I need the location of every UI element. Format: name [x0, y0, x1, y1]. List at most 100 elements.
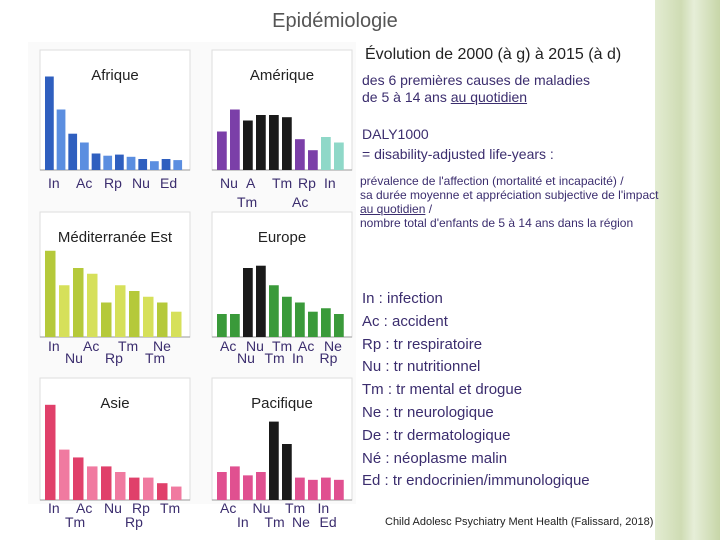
- category-label: Ed: [160, 175, 177, 191]
- bar: [243, 268, 253, 337]
- category-label: Rp: [125, 514, 143, 530]
- text: au quotidien: [450, 89, 528, 105]
- legend-item: Ed : tr endocrinien/immunologique: [362, 472, 590, 490]
- bar: [143, 477, 154, 500]
- legend-item: In : infection: [362, 290, 443, 307]
- bar: [269, 421, 279, 500]
- bar: [230, 109, 240, 170]
- bar: [308, 150, 318, 170]
- category-label: Tm: [118, 338, 138, 354]
- bar: [321, 137, 331, 170]
- bar: [334, 314, 344, 337]
- category-label: Tm: [265, 350, 285, 366]
- category-label: Tm: [160, 500, 180, 516]
- bar: [91, 153, 101, 170]
- bar: [73, 457, 84, 500]
- text: des 6 premières causes de maladies: [362, 72, 591, 88]
- category-label: In: [237, 514, 249, 530]
- category-label: In: [292, 350, 304, 366]
- bar: [56, 109, 66, 170]
- category-label: Nu: [104, 500, 122, 516]
- bar: [157, 302, 168, 337]
- category-label: Rp: [105, 350, 123, 366]
- category-label: In: [48, 338, 60, 354]
- bar: [282, 296, 292, 337]
- category-label: Tm: [265, 514, 285, 530]
- text: DALY1000: [362, 126, 429, 142]
- category-label: Nu: [220, 175, 238, 191]
- legend-item: Ac : accident: [362, 312, 448, 330]
- category-label: A: [246, 175, 256, 191]
- bar: [45, 404, 56, 500]
- bar: [87, 273, 98, 337]
- bar: [173, 160, 183, 170]
- bar: [80, 142, 89, 170]
- category-label: Nu: [65, 350, 83, 366]
- category-label: Ac: [298, 338, 314, 354]
- category-label: In: [324, 175, 336, 191]
- category-label: Ac: [292, 194, 308, 210]
- citation: Child Adolesc Psychiatry Ment Health (Fa…: [385, 516, 654, 528]
- legend: In : infection Ac : accident Rp : tr respi…: [362, 288, 590, 493]
- bar: [171, 486, 182, 500]
- bar: [321, 477, 331, 500]
- text: = disability-adjusted life-years :: [362, 146, 554, 162]
- bar: [256, 115, 266, 170]
- bar: [308, 479, 318, 500]
- bar: [115, 472, 126, 500]
- bar: [230, 314, 240, 337]
- category-label: Nu: [237, 350, 255, 366]
- bar: [256, 472, 266, 500]
- bar: [217, 472, 227, 500]
- category-label: Tm: [272, 338, 292, 354]
- text: /: [428, 202, 433, 216]
- bar: [282, 444, 292, 500]
- category-label: Rp: [298, 175, 316, 191]
- bar: [115, 154, 124, 170]
- bar: [150, 161, 159, 170]
- bar: [321, 308, 331, 337]
- daly: DALY1000 = disability-adjusted life-year…: [362, 124, 652, 164]
- bar: [295, 139, 305, 170]
- legend-item: De : tr dermatologique: [362, 426, 511, 444]
- bar: [129, 291, 140, 337]
- daly-definition: prévalence de l'affection (mortalité et …: [360, 174, 660, 230]
- category-label: Ne: [153, 338, 171, 354]
- bar: [217, 131, 227, 170]
- region-label: Amérique: [250, 67, 314, 84]
- category-label: Ac: [220, 500, 236, 516]
- legend-item: Tm : tr mental et drogue: [362, 381, 523, 399]
- bar: [129, 477, 140, 500]
- bar: [243, 475, 253, 500]
- bar: [101, 302, 112, 337]
- legend-item: Nu : tr nutritionnel: [362, 358, 481, 376]
- bar: [295, 302, 305, 337]
- heading: Évolution de 2000 (à g) à 2015 (à d): [365, 46, 622, 63]
- category-label: Ac: [76, 175, 92, 191]
- category-label: Ed: [320, 514, 337, 530]
- bar: [282, 117, 292, 170]
- slide-title: Epidémiologie: [272, 10, 398, 32]
- bar: [45, 76, 54, 170]
- category-label: Ne: [292, 514, 310, 530]
- decor-strip: [655, 0, 720, 540]
- bar: [230, 466, 240, 500]
- bar: [126, 156, 136, 170]
- bar: [87, 466, 98, 500]
- bar: [157, 483, 168, 500]
- bar: [295, 477, 305, 500]
- legend-item: Né : néoplasme malin: [362, 449, 508, 467]
- bar: [161, 159, 171, 170]
- subheading: des 6 premières causes de maladies de 5 …: [362, 72, 652, 106]
- bar: [243, 120, 253, 170]
- category-label: In: [318, 500, 330, 516]
- category-label: Tm: [272, 175, 292, 191]
- bar: [217, 314, 227, 337]
- bar: [103, 155, 113, 170]
- category-label: Tm: [65, 514, 85, 530]
- category-label: Rp: [320, 350, 338, 366]
- text: sa durée moyenne et appréciation subject…: [360, 188, 659, 202]
- category-label: Rp: [104, 175, 122, 191]
- legend-item: Rp : tr respiratoire: [362, 335, 483, 353]
